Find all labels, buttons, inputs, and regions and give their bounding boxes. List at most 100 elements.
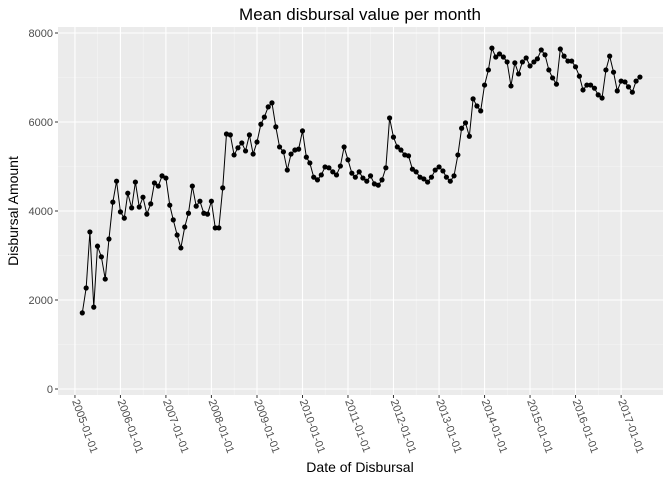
point	[519, 59, 526, 65]
point	[216, 225, 222, 231]
point	[527, 63, 533, 69]
point	[125, 190, 131, 196]
point	[622, 79, 628, 85]
point	[421, 176, 427, 182]
point	[405, 153, 412, 159]
point	[185, 210, 192, 216]
point	[580, 87, 586, 93]
point	[155, 183, 161, 189]
point	[531, 59, 537, 65]
point	[485, 67, 492, 73]
point	[337, 163, 343, 169]
point	[106, 236, 112, 242]
point	[189, 183, 195, 189]
point	[493, 54, 499, 60]
point	[276, 144, 283, 150]
point	[360, 175, 366, 181]
point	[542, 52, 548, 58]
point	[246, 132, 253, 138]
point	[455, 152, 461, 158]
point	[489, 45, 495, 51]
x-tick-label: 2014-01-01	[479, 398, 510, 455]
point	[379, 177, 385, 183]
point	[94, 243, 101, 249]
point	[273, 124, 279, 130]
x-tick-label: 2016-01-01	[570, 398, 601, 455]
point	[261, 114, 267, 120]
x-tick-label: 2013-01-01	[433, 398, 464, 455]
point	[318, 172, 324, 178]
point	[436, 164, 442, 170]
point	[599, 95, 605, 101]
x-tick-label: 2009-01-01	[251, 398, 282, 455]
point	[296, 146, 302, 152]
point	[637, 74, 643, 80]
point	[129, 205, 135, 211]
point	[167, 202, 173, 208]
point	[478, 108, 484, 114]
point	[258, 121, 264, 127]
x-tick-label: 2008-01-01	[206, 398, 237, 455]
point	[625, 84, 632, 90]
point	[549, 75, 556, 81]
point	[523, 55, 529, 61]
point	[140, 194, 146, 200]
x-tick-label: 2011-01-01	[342, 398, 372, 454]
point	[144, 211, 150, 217]
point	[440, 168, 446, 174]
point	[170, 217, 176, 223]
point	[557, 46, 563, 52]
point	[462, 120, 469, 126]
point	[311, 174, 317, 180]
point	[584, 82, 590, 88]
point	[250, 151, 256, 157]
x-tick-label: 2015-01-01	[524, 398, 555, 455]
point	[572, 64, 579, 70]
point	[110, 199, 116, 205]
point	[254, 139, 260, 145]
point	[561, 53, 567, 59]
y-axis-title: Disbursal Amount	[5, 156, 21, 266]
point	[163, 175, 169, 181]
point	[91, 304, 97, 310]
chart-title: Mean disbursal value per month	[239, 5, 481, 24]
point	[265, 104, 271, 110]
point	[174, 232, 180, 238]
point	[587, 82, 594, 88]
point	[341, 144, 347, 150]
point	[235, 145, 241, 151]
y-tick-label: 0	[47, 384, 53, 396]
point	[610, 69, 617, 75]
point	[193, 203, 199, 209]
point	[349, 170, 355, 176]
point	[466, 133, 472, 139]
point	[159, 173, 165, 179]
point	[538, 47, 544, 53]
y-tick-label: 4000	[29, 206, 53, 218]
point	[364, 178, 370, 184]
point	[182, 224, 188, 230]
point	[546, 67, 552, 73]
point	[330, 169, 336, 175]
point	[603, 67, 609, 73]
point	[417, 174, 423, 180]
point	[326, 165, 332, 171]
point	[299, 128, 306, 134]
point	[500, 54, 506, 60]
point	[148, 201, 154, 207]
point	[591, 85, 598, 91]
point	[242, 148, 249, 154]
point	[428, 174, 435, 180]
point	[512, 60, 518, 66]
point	[413, 169, 419, 175]
point	[83, 285, 89, 291]
point	[333, 172, 340, 178]
point	[307, 160, 313, 166]
point	[504, 59, 510, 65]
point	[375, 182, 381, 188]
point	[565, 58, 571, 64]
point	[208, 198, 214, 204]
point	[220, 185, 226, 191]
point	[633, 78, 639, 84]
